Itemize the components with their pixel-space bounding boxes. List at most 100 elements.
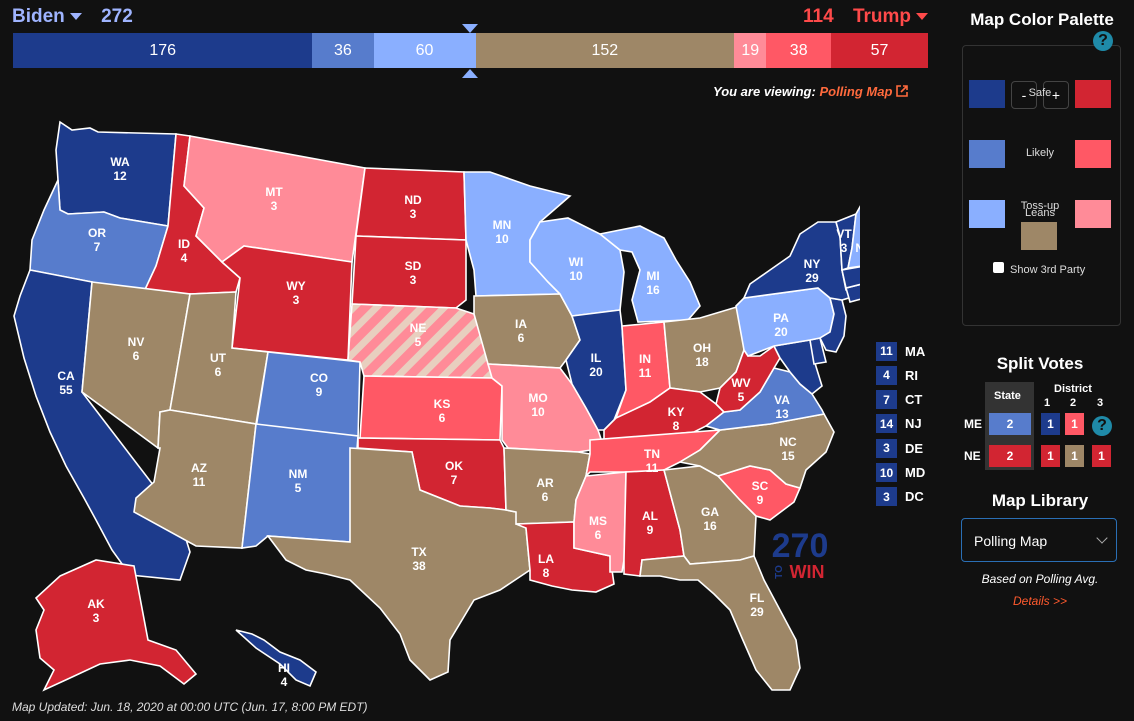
- ev-segment-leans-r: 19: [734, 33, 767, 68]
- state-label-sd: SD: [405, 259, 422, 273]
- state-label-mt: MT: [265, 185, 283, 199]
- state-ev-ca: 55: [59, 383, 73, 397]
- small-state-ev: 3: [876, 487, 897, 507]
- majority-marker-bottom: [462, 69, 478, 78]
- small-state-ri[interactable]: 4 RI: [876, 365, 918, 385]
- state-IL[interactable]: [565, 309, 627, 431]
- state-label-ks: KS: [434, 397, 451, 411]
- state-ev-hi: 4: [281, 675, 288, 689]
- small-state-de[interactable]: 3 DE: [876, 438, 923, 458]
- dem-ev-total: 272: [101, 6, 133, 27]
- help-icon[interactable]: ?: [1093, 31, 1113, 51]
- state-label-il: IL: [591, 351, 602, 365]
- state-label-nv: NV: [128, 335, 145, 349]
- split-statewide-ne[interactable]: 2: [989, 445, 1031, 467]
- state-ev-fl: 29: [750, 605, 764, 619]
- state-KS[interactable]: [359, 375, 503, 441]
- state-WY[interactable]: [220, 245, 353, 361]
- small-state-dc[interactable]: 3 DC: [876, 487, 924, 507]
- state-label-la: LA: [538, 552, 554, 566]
- state-label-wv: WV: [731, 376, 750, 390]
- state-ev-wa: 12: [113, 169, 127, 183]
- state-ev-nv: 6: [133, 349, 140, 363]
- state-ev-ny: 29: [805, 271, 819, 285]
- state-ev-la: 8: [543, 566, 550, 580]
- small-state-ma[interactable]: 11 MA: [876, 341, 925, 361]
- state-ev-sc: 9: [757, 493, 764, 507]
- zoom-in-button[interactable]: +: [1043, 81, 1069, 109]
- state-IA[interactable]: [473, 293, 581, 369]
- swatch-safe-rep[interactable]: [1075, 80, 1111, 108]
- details-link[interactable]: Details >>: [1012, 594, 1068, 608]
- swatch-tossup[interactable]: [1021, 222, 1057, 250]
- dem-candidate[interactable]: Biden 272: [12, 6, 133, 28]
- swatch-leans-rep[interactable]: [1075, 200, 1111, 228]
- ev-segment-toss-up: 152: [475, 33, 735, 68]
- state-label-sc: SC: [752, 479, 769, 493]
- state-MA[interactable]: [841, 264, 860, 289]
- rep-candidate[interactable]: 114 Trump: [803, 6, 928, 28]
- state-NJ[interactable]: [818, 297, 847, 353]
- swatch-likely-dem[interactable]: [969, 140, 1005, 168]
- state-ev-mt: 3: [271, 199, 278, 213]
- external-link-icon[interactable]: [896, 85, 908, 97]
- state-label-tn: TN: [644, 447, 660, 461]
- state-HI[interactable]: [235, 629, 317, 688]
- district-num-1: 1: [1044, 397, 1051, 409]
- district-num-3: 3: [1097, 397, 1104, 409]
- state-ev-nc: 15: [781, 449, 795, 463]
- third-party-label: Show 3rd Party: [1010, 264, 1086, 276]
- state-SD[interactable]: [351, 235, 467, 309]
- state-NH[interactable]: [846, 196, 860, 269]
- state-FL[interactable]: [639, 555, 801, 691]
- third-party-checkbox[interactable]: [993, 262, 1004, 273]
- small-state-abbr: DE: [905, 440, 924, 456]
- palette-label-safe: Safe: [1028, 87, 1052, 99]
- split-district-ne-2[interactable]: 1: [1065, 445, 1084, 467]
- state-label-ok: OK: [445, 459, 463, 473]
- state-label-ky: KY: [668, 405, 685, 419]
- state-label-mi: MI: [646, 269, 659, 283]
- split-votes-help-icon[interactable]: ?: [1092, 416, 1112, 436]
- map-library-select[interactable]: Polling Map: [961, 518, 1117, 562]
- state-ev-in: 11: [639, 366, 652, 380]
- state-ev-ut: 6: [215, 365, 222, 379]
- swatch-leans-dem[interactable]: [969, 200, 1005, 228]
- state-label-ms: MS: [589, 514, 607, 528]
- logo-270: 270: [772, 527, 829, 565]
- swatch-safe-dem[interactable]: [969, 80, 1005, 108]
- state-TX[interactable]: [266, 447, 531, 681]
- split-district-me-2[interactable]: 1: [1065, 413, 1084, 435]
- zoom-out-button[interactable]: -: [1011, 81, 1037, 109]
- small-state-abbr: CT: [905, 392, 923, 408]
- state-AK[interactable]: [34, 559, 198, 692]
- 270towin-logo: 270 TO WIN: [772, 527, 829, 582]
- chevron-down-icon: [916, 13, 928, 21]
- state-label-az: AZ: [191, 461, 207, 475]
- state-label-fl: FL: [750, 591, 765, 605]
- state-label-ar: AR: [536, 476, 554, 490]
- split-district-me-1[interactable]: 1: [1041, 413, 1060, 435]
- small-state-md[interactable]: 10 MD: [876, 463, 925, 483]
- swatch-likely-rep[interactable]: [1075, 140, 1111, 168]
- state-ev-wi: 10: [569, 269, 583, 283]
- split-statewide-me[interactable]: 2: [989, 413, 1031, 435]
- logo-win: WIN: [790, 562, 825, 582]
- state-label-vt: VT: [836, 227, 852, 241]
- state-label-nc: NC: [779, 435, 797, 449]
- split-district-ne-1[interactable]: 1: [1041, 445, 1060, 467]
- state-ev-wy: 3: [293, 293, 300, 307]
- state-ev-nm: 5: [295, 481, 302, 495]
- small-state-ct[interactable]: 7 CT: [876, 390, 922, 410]
- state-CT[interactable]: [845, 282, 860, 303]
- small-state-nj[interactable]: 14 NJ: [876, 414, 922, 434]
- split-votes-title: Split Votes: [996, 354, 1084, 373]
- state-ev-tx: 38: [412, 559, 426, 573]
- state-label-in: IN: [639, 352, 651, 366]
- viewing-map-link[interactable]: Polling Map: [819, 84, 893, 99]
- split-district-ne-3[interactable]: 1: [1092, 445, 1111, 467]
- state-label-ak: AK: [87, 597, 105, 611]
- state-label-nh: NH: [855, 241, 860, 255]
- small-state-abbr: MD: [905, 465, 926, 480]
- ev-segment-leans-d: 60: [373, 33, 476, 68]
